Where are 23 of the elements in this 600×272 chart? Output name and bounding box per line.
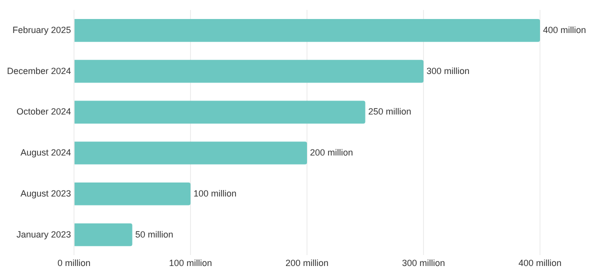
- data-label: 300 million: [426, 66, 470, 76]
- bar: [74, 142, 308, 164]
- data-label: 200 million: [310, 148, 354, 158]
- y-tick-label: February 2025: [12, 24, 72, 35]
- bar: [74, 182, 191, 206]
- y-tick-label: January 2023: [16, 229, 72, 240]
- data-label: 400 million: [543, 24, 586, 35]
- bar: [74, 223, 132, 246]
- x-tick-label: 100 million: [169, 258, 212, 268]
- x-tick-label: 300 million: [402, 258, 446, 268]
- bar: [74, 60, 424, 83]
- x-tick-label: 200 million: [286, 258, 329, 268]
- y-tick-label: December 2024: [6, 66, 72, 76]
- data-label: 100 million: [194, 188, 237, 198]
- bar: [74, 100, 366, 124]
- bar: [74, 19, 540, 42]
- y-tick-label: August 2024: [20, 148, 72, 158]
- x-tick-label: 0 million: [58, 258, 91, 268]
- data-label: 250 million: [368, 106, 412, 117]
- y-tick-label: August 2023: [20, 188, 72, 198]
- x-tick-label: 400 million: [518, 258, 562, 268]
- y-tick-label: October 2024: [16, 106, 72, 117]
- data-label: 50 million: [135, 229, 174, 240]
